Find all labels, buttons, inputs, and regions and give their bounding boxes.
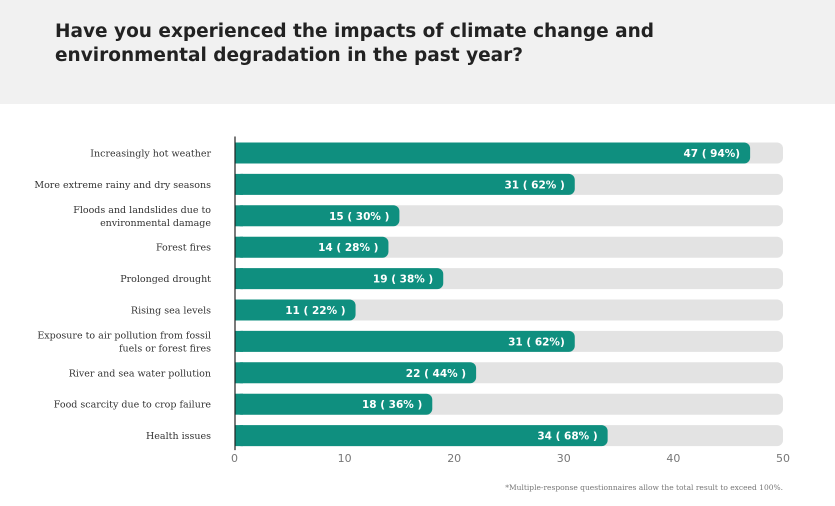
category-label: Health issues [146, 431, 211, 442]
bar [235, 362, 477, 384]
x-tick-label: 50 [776, 452, 790, 465]
bar-left-cap [235, 205, 243, 227]
bar-left-cap [235, 330, 243, 352]
bar-left-cap [235, 362, 243, 384]
data-label: 31 ( 62% ) [504, 179, 564, 191]
bar-left-cap [235, 142, 243, 164]
bar-left-cap [235, 393, 243, 415]
x-tick-label: 10 [338, 452, 352, 465]
bar [235, 330, 575, 352]
bar [235, 205, 400, 227]
category-label: Forest fires [156, 243, 211, 254]
category-label: Rising sea levels [131, 306, 211, 317]
bar [235, 268, 444, 290]
data-label: 14 ( 28% ) [318, 242, 378, 254]
category-label: Floods and landslides due to [73, 205, 211, 216]
x-tick-label: 20 [447, 452, 461, 465]
data-label: 18 ( 36% ) [362, 399, 422, 411]
category-label: Food scarcity due to crop failure [54, 400, 212, 411]
category-label: environmental damage [100, 218, 211, 229]
bar-left-cap [235, 173, 243, 195]
category-label: Exposure to air pollution from fossil [37, 330, 211, 341]
bar-left-cap [235, 425, 243, 447]
category-label: Prolonged drought [120, 274, 211, 285]
bar [235, 425, 608, 447]
bar-left-cap [235, 236, 243, 258]
bar [235, 142, 751, 164]
data-label: 34 ( 68% ) [537, 431, 597, 443]
footnote: *Multiple-response questionnaires allow … [505, 483, 783, 492]
bar [235, 173, 575, 195]
data-label: 11 ( 22% ) [285, 305, 345, 317]
bar [235, 393, 433, 415]
header-band [0, 0, 835, 104]
category-label: More extreme rainy and dry seasons [34, 180, 211, 191]
bar-left-cap [235, 299, 243, 321]
bar [235, 299, 356, 321]
data-label: 15 ( 30% ) [329, 211, 389, 223]
x-tick-label: 40 [666, 452, 680, 465]
bar-left-cap [235, 268, 243, 290]
bar [235, 236, 389, 258]
data-label: 31 ( 62%) [508, 336, 565, 348]
horizontal-bar-chart: 47 ( 94%) Increasingly hot weather 31 ( 62… [34, 136, 790, 465]
category-label: River and sea water pollution [69, 368, 211, 379]
chart-title: Have you experienced the impacts of clim… [55, 21, 655, 66]
data-label: 19 ( 38% ) [373, 274, 433, 286]
data-label: 22 ( 44% ) [406, 368, 466, 380]
data-label: 47 ( 94%) [683, 148, 740, 160]
category-label: Increasingly hot weather [90, 149, 211, 160]
bar-track [235, 299, 783, 321]
category-label: fuels or forest fires [119, 343, 211, 354]
x-tick-label: 30 [557, 452, 571, 465]
x-tick-label: 0 [231, 452, 238, 465]
